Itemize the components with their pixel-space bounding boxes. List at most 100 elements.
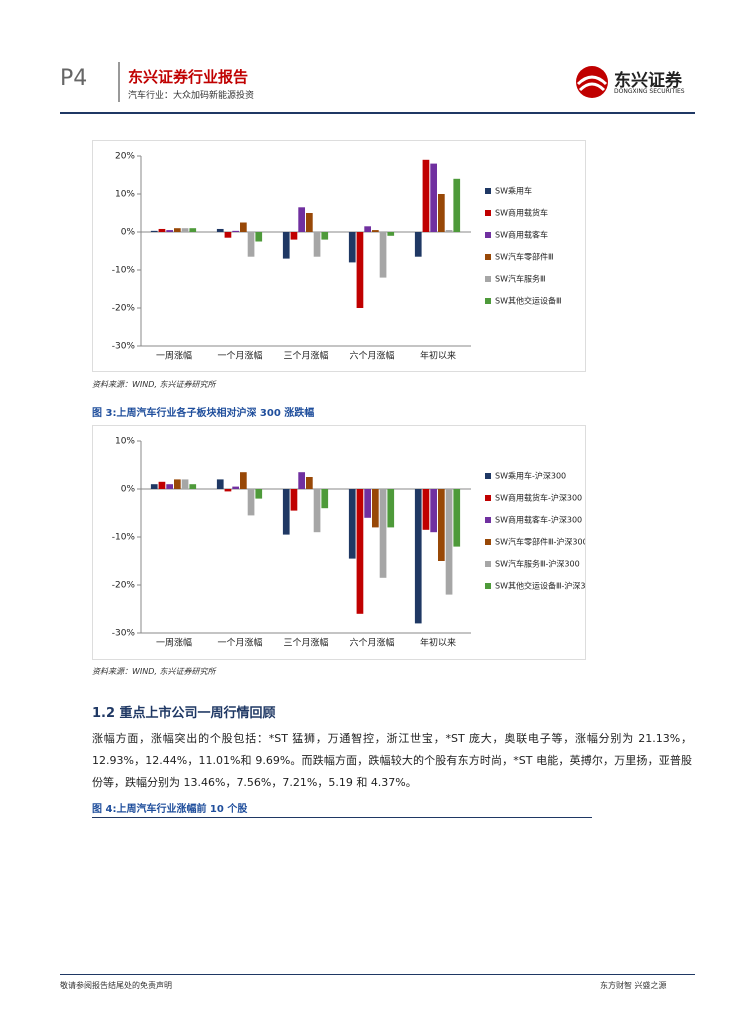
bar — [379, 489, 387, 578]
bar — [290, 232, 298, 240]
bar — [430, 489, 437, 533]
footer-rule — [60, 974, 695, 975]
bar — [430, 163, 437, 232]
bar — [422, 489, 430, 530]
bar — [313, 232, 321, 257]
legend-swatch — [485, 561, 491, 567]
legend-swatch — [485, 298, 491, 304]
bar — [321, 232, 329, 240]
legend-label: SW商用载客车-沪深300 — [495, 515, 582, 525]
bar — [166, 230, 173, 232]
figure-caption: 图 3:上周汽车行业各子板块相对沪深 300 涨跌幅 — [92, 408, 315, 419]
bar — [181, 228, 189, 232]
bar — [150, 230, 158, 232]
x-tick-label: 年初以来 — [420, 637, 456, 649]
bar — [216, 228, 224, 232]
bar — [306, 213, 313, 232]
bar — [438, 489, 445, 561]
section-heading: 1.2 重点上市公司一周行情回顾 — [92, 706, 276, 721]
bar — [166, 484, 173, 489]
bar — [379, 232, 387, 278]
caption-rule — [92, 817, 592, 818]
y-tick-label: -20% — [112, 304, 136, 314]
footer-right: 东方财智 兴盛之源 — [600, 981, 667, 990]
bar — [247, 232, 255, 257]
y-tick-label: 10% — [115, 437, 135, 447]
legend-label: SW汽车服务Ⅲ-沪深300 — [495, 559, 580, 569]
legend-label: SW汽车零部件Ⅲ — [495, 252, 554, 262]
legend-swatch — [485, 232, 491, 238]
y-tick-label: 20% — [115, 152, 135, 162]
y-tick-label: -30% — [112, 629, 136, 639]
bar — [306, 477, 313, 489]
bar — [224, 489, 232, 492]
legend-swatch — [485, 276, 491, 282]
legend-label: SW商用载货车-沪深300 — [495, 493, 582, 503]
bar — [189, 484, 197, 489]
bar — [282, 489, 290, 535]
y-tick-label: 10% — [115, 190, 135, 200]
bar — [313, 489, 321, 533]
source-note: 资料来源：WIND, 东兴证券研究所 — [92, 667, 216, 676]
bar — [181, 479, 189, 489]
logo-text: 东兴证券 — [614, 71, 682, 91]
header-rule — [60, 112, 695, 114]
legend-swatch — [485, 473, 491, 479]
bar — [216, 479, 224, 489]
legend-swatch — [485, 517, 491, 523]
bar — [240, 222, 247, 232]
bar — [232, 230, 239, 232]
bar — [438, 194, 445, 232]
logo-en: DONGXING SECURITIES — [614, 88, 685, 95]
x-tick-label: 三个月涨幅 — [283, 350, 328, 362]
x-tick-label: 年初以来 — [420, 350, 456, 362]
bar — [364, 226, 371, 232]
bar — [232, 486, 239, 489]
bar — [158, 228, 166, 232]
bar — [174, 479, 181, 489]
bar — [348, 232, 356, 263]
bar — [445, 489, 453, 595]
chart: -30% -20% -10% 0% 10% 20% 一周涨幅 一个月涨幅 三个月涨幅 六个月涨幅 年… — [92, 140, 586, 372]
bar — [414, 489, 422, 624]
bar — [356, 232, 364, 308]
legend-label: SW其他交运设备Ⅲ-沪深300 — [495, 581, 586, 591]
y-tick-label: -10% — [112, 533, 136, 543]
bar — [372, 230, 379, 232]
bar — [387, 489, 395, 528]
page-number: P4 — [60, 66, 88, 91]
y-tick-label: 0% — [121, 485, 136, 495]
legend-swatch — [485, 254, 491, 260]
bar — [174, 228, 181, 232]
bar — [150, 484, 158, 489]
bar — [422, 159, 430, 232]
bar — [240, 472, 247, 489]
legend-label: SW其他交运设备Ⅲ — [495, 296, 562, 306]
x-tick-label: 一周涨幅 — [156, 350, 192, 362]
bar — [189, 228, 197, 232]
bar — [414, 232, 422, 257]
figure-caption: 图 4:上周汽车行业涨幅前 10 个股 — [92, 804, 248, 815]
legend-label: SW商用载客车 — [495, 230, 548, 240]
legend-swatch — [485, 495, 491, 501]
y-tick-label: -10% — [112, 266, 136, 276]
bar — [372, 489, 379, 528]
y-tick-label: -30% — [112, 342, 136, 352]
bar — [348, 489, 356, 559]
bar — [247, 489, 255, 516]
legend-swatch — [485, 583, 491, 589]
logo-icon — [576, 66, 608, 98]
legend-label: SW乘用车 — [495, 186, 532, 196]
x-tick-label: 一个月涨幅 — [217, 350, 262, 362]
bar — [255, 489, 263, 499]
paragraph: 涨幅方面，涨幅突出的个股包括：*ST 猛狮，万通智控，浙江世宝，*ST 庞大，奥… — [92, 732, 692, 789]
report-title: 东兴证券行业报告 — [128, 68, 249, 86]
legend-label: SW汽车服务Ⅲ — [495, 274, 546, 284]
bar — [158, 481, 166, 489]
source-note: 资料来源：WIND, 东兴证券研究所 — [92, 380, 216, 389]
bar — [445, 230, 453, 232]
bar — [298, 207, 305, 232]
legend-swatch — [485, 188, 491, 194]
x-tick-label: 一周涨幅 — [156, 637, 192, 649]
